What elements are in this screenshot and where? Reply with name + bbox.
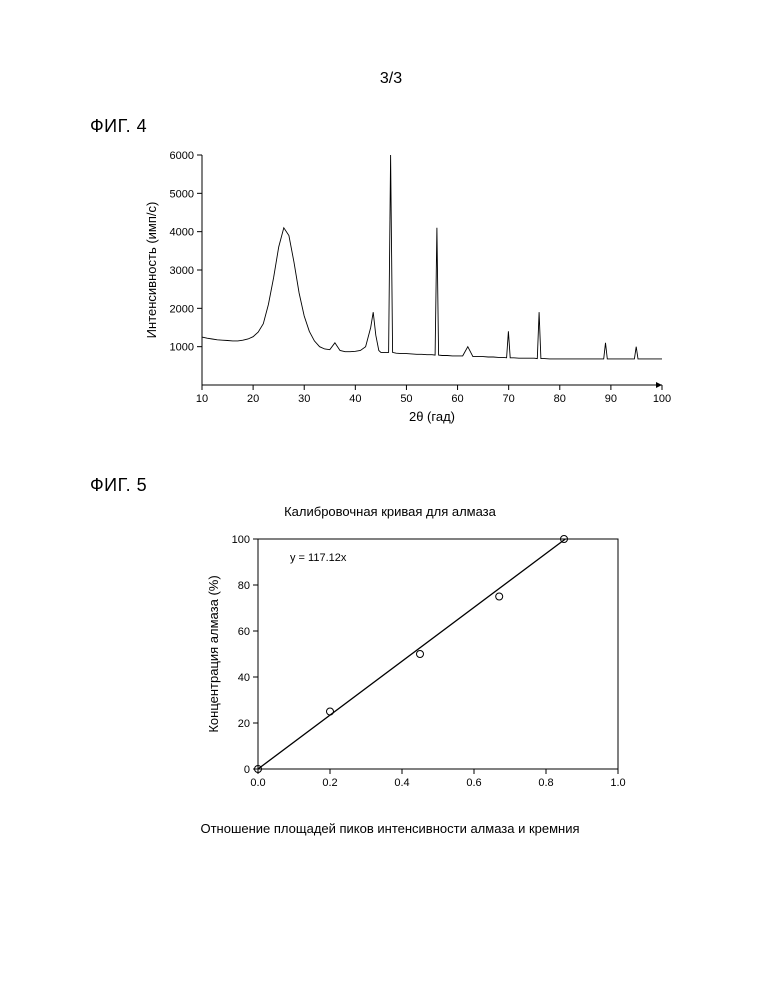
fig5-chart: 0.0 0.2 0.4 0.6 0.8 1.0 0 20 40 60 80 100 Концентрац… xyxy=(200,525,630,815)
figure-4: ФИГ. 4 10 20 30 40 50 60 70 80 90 100 1000 2000 3000… xyxy=(90,116,692,435)
fig5-title: Калибровочная кривая для алмаза xyxy=(200,504,580,519)
svg-text:Интенсивность (имп/с): Интенсивность (имп/с) xyxy=(144,202,159,339)
svg-text:90: 90 xyxy=(605,393,617,405)
figure-5: ФИГ. 5 Калибровочная кривая для алмаза 0… xyxy=(90,475,692,836)
fig4-chart: 10 20 30 40 50 60 70 80 90 100 1000 2000 3000 4000 500… xyxy=(140,145,680,435)
svg-text:100: 100 xyxy=(653,393,671,405)
svg-text:5000: 5000 xyxy=(170,188,194,200)
svg-text:y = 117.12x: y = 117.12x xyxy=(290,552,347,564)
fig4-label: ФИГ. 4 xyxy=(90,116,692,137)
svg-text:70: 70 xyxy=(503,393,515,405)
svg-text:30: 30 xyxy=(298,393,310,405)
svg-text:60: 60 xyxy=(238,626,250,638)
svg-text:Концентрация алмаза (%): Концентрация алмаза (%) xyxy=(206,575,221,732)
svg-text:40: 40 xyxy=(349,393,361,405)
svg-text:80: 80 xyxy=(238,580,250,592)
svg-text:4000: 4000 xyxy=(170,227,194,239)
svg-text:0.6: 0.6 xyxy=(466,777,481,789)
svg-text:1.0: 1.0 xyxy=(610,777,625,789)
svg-text:6000: 6000 xyxy=(170,150,194,162)
svg-text:60: 60 xyxy=(451,393,463,405)
svg-text:0.8: 0.8 xyxy=(538,777,553,789)
svg-text:0.4: 0.4 xyxy=(394,777,409,789)
svg-text:20: 20 xyxy=(247,393,259,405)
page-number: 3/3 xyxy=(90,70,692,88)
svg-text:80: 80 xyxy=(554,393,566,405)
svg-text:10: 10 xyxy=(196,393,208,405)
svg-text:2000: 2000 xyxy=(170,303,194,315)
svg-text:100: 100 xyxy=(232,534,250,546)
fig5-label: ФИГ. 5 xyxy=(90,475,692,496)
svg-text:50: 50 xyxy=(400,393,412,405)
svg-text:1000: 1000 xyxy=(170,342,194,354)
svg-text:2θ (гад): 2θ (гад) xyxy=(409,409,455,424)
svg-text:0: 0 xyxy=(244,764,250,776)
svg-text:20: 20 xyxy=(238,718,250,730)
fig5-xlabel: Отношение площадей пиков интенсивности а… xyxy=(175,821,605,836)
svg-text:0.0: 0.0 xyxy=(250,777,265,789)
svg-text:3000: 3000 xyxy=(170,265,194,277)
svg-text:0.2: 0.2 xyxy=(322,777,337,789)
svg-text:40: 40 xyxy=(238,672,250,684)
